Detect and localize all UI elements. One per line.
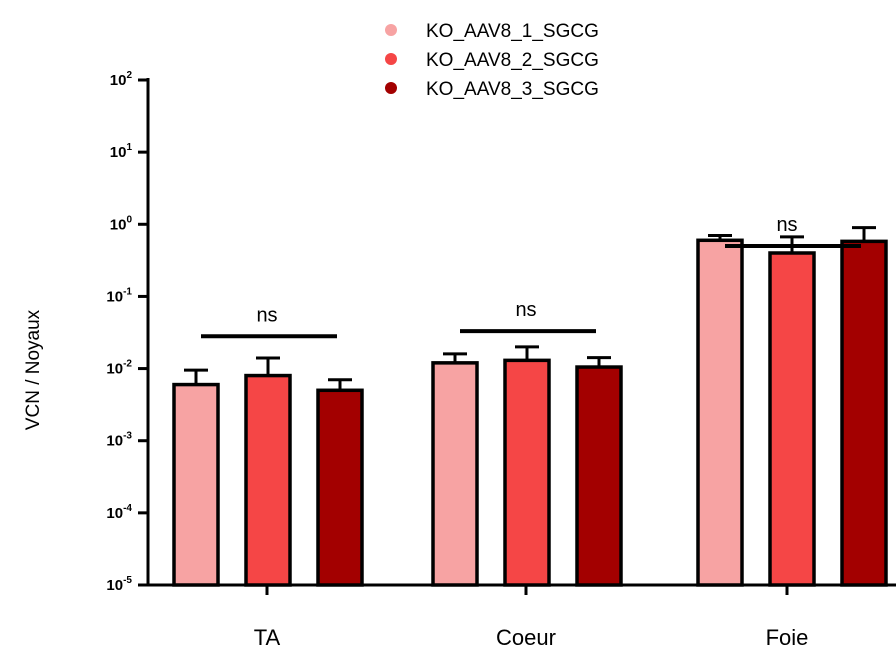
- bar: [172, 382, 220, 587]
- significance-annotations: ns ns ns: [201, 214, 861, 339]
- y-axis-label: VCN / Noyaux: [23, 309, 44, 430]
- y-tick-label: 10-5: [106, 575, 132, 594]
- x-axis: TA Coeur Foie: [146, 583, 896, 650]
- y-tick-label: 100: [110, 214, 133, 233]
- bar: [840, 239, 888, 587]
- y-tick-label: 10-3: [106, 431, 132, 450]
- y-tick-label: 10-1: [106, 286, 132, 305]
- legend: KO_AAV8_1_SGCG KO_AAV8_2_SGCG KO_AAV8_3_SG…: [385, 21, 599, 100]
- significance-label: ns: [515, 299, 536, 321]
- x-tick-label: Coeur: [496, 625, 556, 650]
- legend-label: KO_AAV8_3_SGCG: [426, 79, 599, 100]
- significance-label: ns: [256, 304, 277, 326]
- y-tick-label: 101: [110, 142, 133, 161]
- x-tick-label: Foie: [766, 625, 809, 650]
- legend-marker: [385, 82, 397, 94]
- bar: [316, 388, 364, 587]
- x-tick-label: TA: [254, 625, 281, 650]
- bar: [575, 365, 623, 587]
- y-tick-label: 10-2: [106, 359, 132, 378]
- legend-marker: [385, 24, 397, 36]
- bar: [768, 251, 816, 587]
- bar: [431, 361, 479, 587]
- y-tick-label: 102: [110, 70, 133, 89]
- bar: [696, 238, 744, 587]
- legend-marker: [385, 53, 397, 65]
- bar: [503, 358, 551, 587]
- y-tick-label: 10-4: [106, 503, 132, 522]
- bar: [244, 373, 292, 587]
- legend-label: KO_AAV8_1_SGCG: [426, 21, 599, 42]
- legend-label: KO_AAV8_2_SGCG: [426, 50, 599, 71]
- bars: [172, 226, 888, 587]
- y-axis: 102 101 100 10-1 10-2 10-3 10-4 10-5: [106, 70, 150, 594]
- significance-label: ns: [776, 214, 797, 236]
